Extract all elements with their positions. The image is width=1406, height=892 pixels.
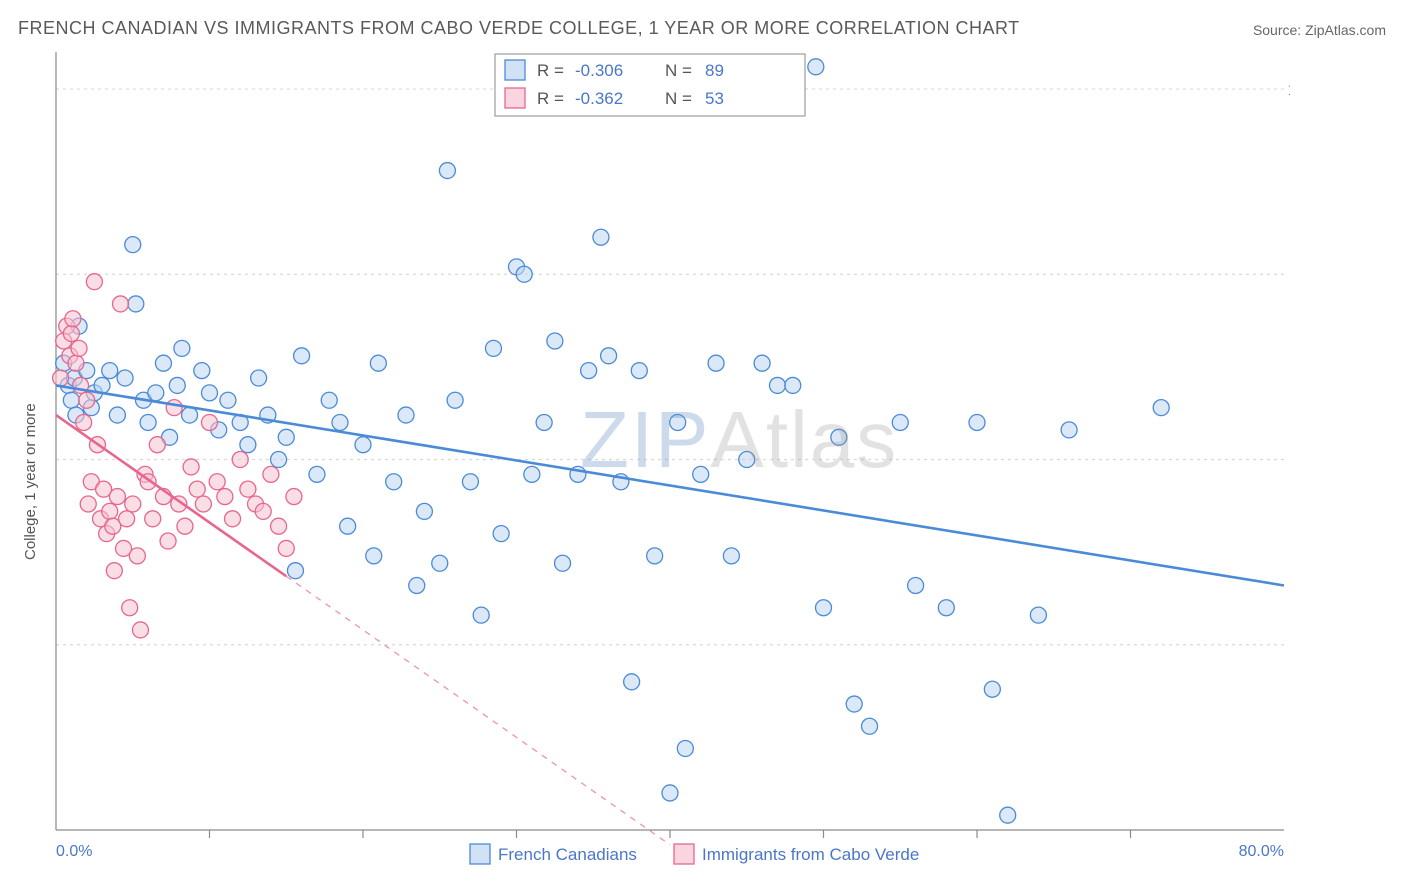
svg-text:0.0%: 0.0%	[56, 843, 92, 860]
chart-container: 25.0%50.0%75.0%100.0%0.0%80.0%R = -0.306…	[50, 50, 1290, 830]
svg-text:R =: R =	[537, 89, 564, 108]
svg-text:53: 53	[705, 89, 724, 108]
chart-title: FRENCH CANADIAN VS IMMIGRANTS FROM CABO …	[18, 18, 1020, 39]
svg-text:N =: N =	[665, 89, 692, 108]
scatter-chart: 25.0%50.0%75.0%100.0%0.0%80.0%R = -0.306…	[50, 50, 1290, 890]
svg-text:100.0%: 100.0%	[1288, 82, 1290, 99]
svg-text:89: 89	[705, 61, 724, 80]
svg-text:-0.362: -0.362	[575, 89, 623, 108]
svg-text:Immigrants from Cabo Verde: Immigrants from Cabo Verde	[702, 845, 919, 864]
svg-text:80.0%: 80.0%	[1239, 843, 1284, 860]
y-axis-label: College, 1 year or more	[22, 403, 39, 560]
svg-text:-0.306: -0.306	[575, 61, 623, 80]
source-attribution: Source: ZipAtlas.com	[1253, 22, 1386, 38]
source-site: ZipAtlas.com	[1305, 22, 1386, 38]
svg-text:French Canadians: French Canadians	[498, 845, 637, 864]
svg-text:N =: N =	[665, 61, 692, 80]
svg-text:R =: R =	[537, 61, 564, 80]
source-label: Source:	[1253, 22, 1305, 38]
